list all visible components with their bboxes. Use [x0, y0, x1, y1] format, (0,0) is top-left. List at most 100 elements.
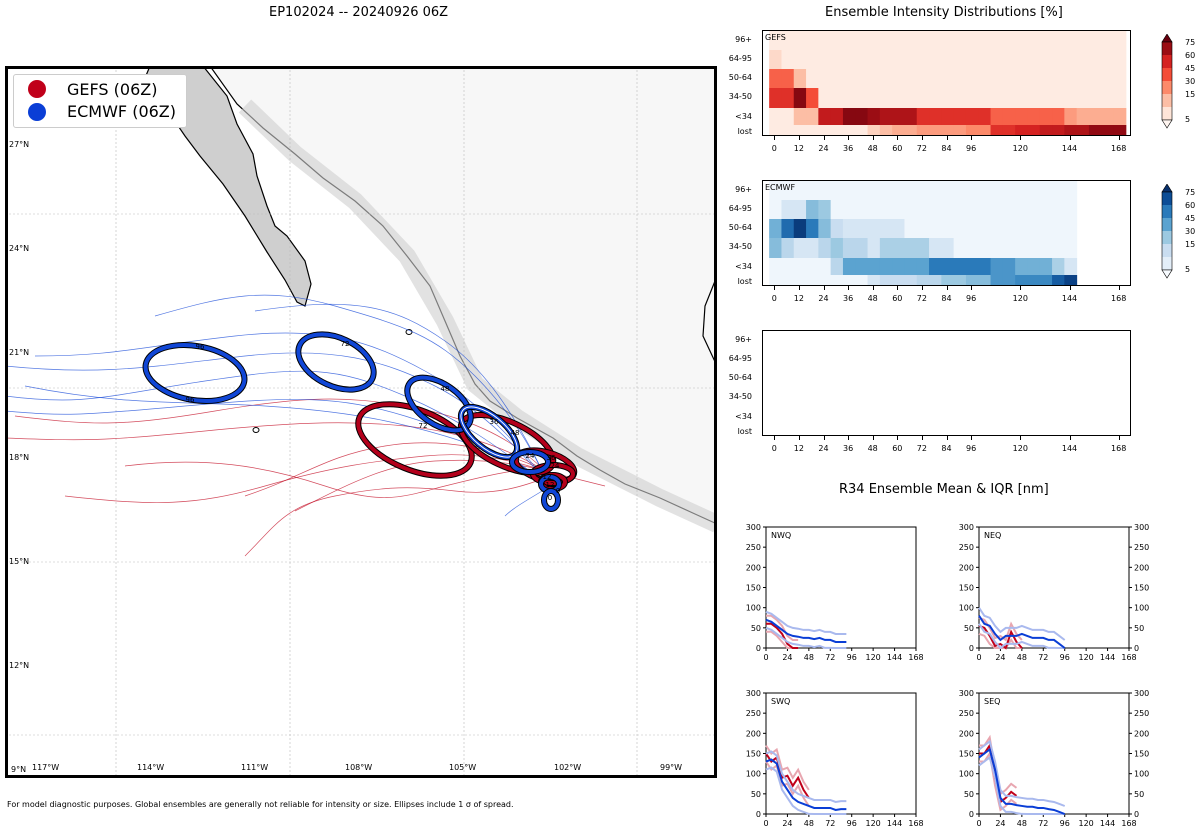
- ellipse-label: 72: [419, 422, 428, 430]
- lon-label: 114°W: [137, 763, 165, 772]
- heatmap-cell: [1088, 69, 1102, 88]
- heatmap-cell: [1101, 88, 1115, 108]
- x-tick-mark: [798, 136, 800, 140]
- y-tick-label: 0: [756, 810, 761, 819]
- heatmap-cell: [916, 69, 930, 88]
- heatmap-cell: [929, 219, 942, 238]
- heatmap-cell: [769, 108, 782, 125]
- heatmap-cell: [1113, 125, 1127, 135]
- heatmap-cell: [830, 108, 844, 125]
- x-tick-label: 24: [995, 653, 1005, 662]
- lon-label: 99°W: [660, 763, 683, 772]
- heatmap-cell: [830, 238, 844, 258]
- colorbar-tick-label: 75: [1185, 38, 1196, 47]
- r34-panel-frame: [978, 692, 1130, 815]
- heatmap-cell: [990, 181, 1004, 200]
- heatmap-cell: [855, 88, 869, 108]
- x-tick-label: 24: [782, 819, 792, 828]
- colorbar-tick-label: 45: [1185, 214, 1196, 223]
- heatmap-cell: [879, 238, 893, 258]
- colorbar-tick-label: 5: [1185, 265, 1191, 274]
- heatmap-cell: [806, 275, 819, 285]
- heatmap-cell: [793, 200, 807, 219]
- heatmap-cell: [978, 258, 992, 275]
- heatmap-cell: [855, 31, 869, 50]
- heatmap-cell: [929, 50, 942, 69]
- heatmap-cell: [1064, 238, 1078, 258]
- heatmap-cell: [867, 69, 881, 88]
- heatmap-cell: [1015, 88, 1028, 108]
- heatmap-cell: [1027, 238, 1041, 258]
- heatmap-cell: [830, 88, 844, 108]
- heatmap-cell: [978, 181, 992, 200]
- lat-label: 24°N: [9, 244, 30, 253]
- x-tick-mark: [971, 286, 973, 290]
- heatmap-cell: [904, 50, 918, 69]
- colorbar-tick-label: 45: [1185, 64, 1196, 73]
- heatmap-cell: [855, 258, 869, 275]
- ecmwf-iqr-upper: [765, 610, 847, 635]
- heatmap-cell: [978, 50, 992, 69]
- x-tick-label: 96: [847, 819, 857, 828]
- heatmap-cell: [1039, 125, 1053, 135]
- x-tick-label: 36: [843, 294, 854, 303]
- heatmap-cell: [879, 88, 893, 108]
- colorbar-tick-label: 60: [1185, 51, 1196, 60]
- heatmap-cell: [965, 69, 979, 88]
- heatmap-cell: [1088, 50, 1102, 69]
- heatmap-cell: [769, 219, 782, 238]
- lat-label: 18°N: [9, 453, 30, 462]
- heatmap-cell: [1039, 31, 1053, 50]
- heatmap-cell: [1039, 108, 1053, 125]
- heatmap-cell: [793, 275, 807, 285]
- x-tick-mark: [921, 436, 923, 440]
- heatmap-cell: [806, 219, 819, 238]
- heatmap-cell: [929, 31, 942, 50]
- heatmap-cell: [1064, 258, 1078, 275]
- x-tick-mark: [971, 436, 973, 440]
- y-tick-label: 150: [746, 750, 761, 759]
- y-tick-label: 200: [959, 563, 974, 572]
- heatmap-cell: [1002, 88, 1016, 108]
- ecmwf-iqr-lower: [978, 623, 1065, 650]
- heatmap-cell: [867, 31, 881, 50]
- heatmap-cell: [1015, 108, 1028, 125]
- heatmap-cell: [892, 219, 905, 238]
- heatmap-cell: [892, 125, 905, 135]
- heatmap-cell: [867, 275, 881, 285]
- heatmap-cell: [1039, 181, 1053, 200]
- heatmap-cell: [929, 88, 942, 108]
- x-tick-mark: [946, 436, 948, 440]
- row-label: 50-64: [728, 373, 752, 382]
- heatmap-cell: [892, 258, 905, 275]
- x-tick-label: 72: [825, 653, 835, 662]
- y-tick-label: 300: [1134, 523, 1149, 532]
- y-tick-label: 150: [959, 584, 974, 593]
- x-tick-label: 72: [825, 819, 835, 828]
- heatmap-cell: [990, 50, 1004, 69]
- heatmap-cell: [965, 88, 979, 108]
- heatmap-cell: [953, 219, 967, 238]
- x-tick-label: 144: [1061, 144, 1078, 153]
- heatmap-cell: [916, 200, 930, 219]
- lon-label: 111°W: [241, 763, 269, 772]
- heatmap-cell: [990, 258, 1004, 275]
- heatmap-cell: [842, 125, 856, 135]
- x-tick-label: 72: [1038, 653, 1048, 662]
- heatmap-cell: [929, 238, 942, 258]
- heatmap-cell: [855, 238, 869, 258]
- heatmap-cell: [818, 200, 832, 219]
- x-tick-label: 48: [867, 444, 878, 453]
- r34-panel-label: SEQ: [984, 697, 1000, 706]
- r34-panel-frame: [765, 692, 917, 815]
- heatmap-cell: [1015, 31, 1028, 50]
- heatmap-cell: [1101, 50, 1115, 69]
- heatmap-cell: [1027, 50, 1041, 69]
- heatmap-cell: [1002, 31, 1016, 50]
- heatmap-cell: [1002, 181, 1016, 200]
- empty-heatmap: [762, 330, 1131, 436]
- heatmap-cell: [904, 31, 918, 50]
- heatmap-cell: [904, 219, 918, 238]
- y-tick-label: 100: [746, 604, 761, 613]
- ecmwf-ellipses: [142, 331, 562, 512]
